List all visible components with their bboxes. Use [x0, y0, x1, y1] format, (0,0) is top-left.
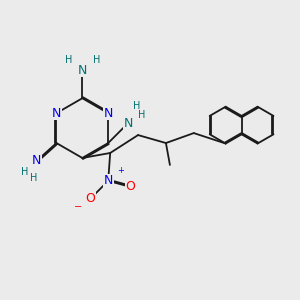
Text: H: H — [93, 56, 100, 65]
Text: H: H — [134, 101, 141, 111]
Text: H: H — [21, 167, 28, 177]
Text: N: N — [78, 64, 87, 77]
Text: O: O — [85, 192, 95, 205]
Text: O: O — [125, 180, 135, 193]
Text: −: − — [74, 202, 83, 212]
Text: H: H — [138, 110, 146, 120]
Text: +: + — [117, 167, 124, 176]
Text: N: N — [52, 107, 61, 120]
Text: N: N — [123, 117, 133, 130]
Text: N: N — [32, 154, 41, 167]
Text: N: N — [103, 174, 113, 188]
Text: H: H — [30, 173, 37, 183]
Text: N: N — [103, 107, 113, 120]
Text: H: H — [65, 56, 72, 65]
